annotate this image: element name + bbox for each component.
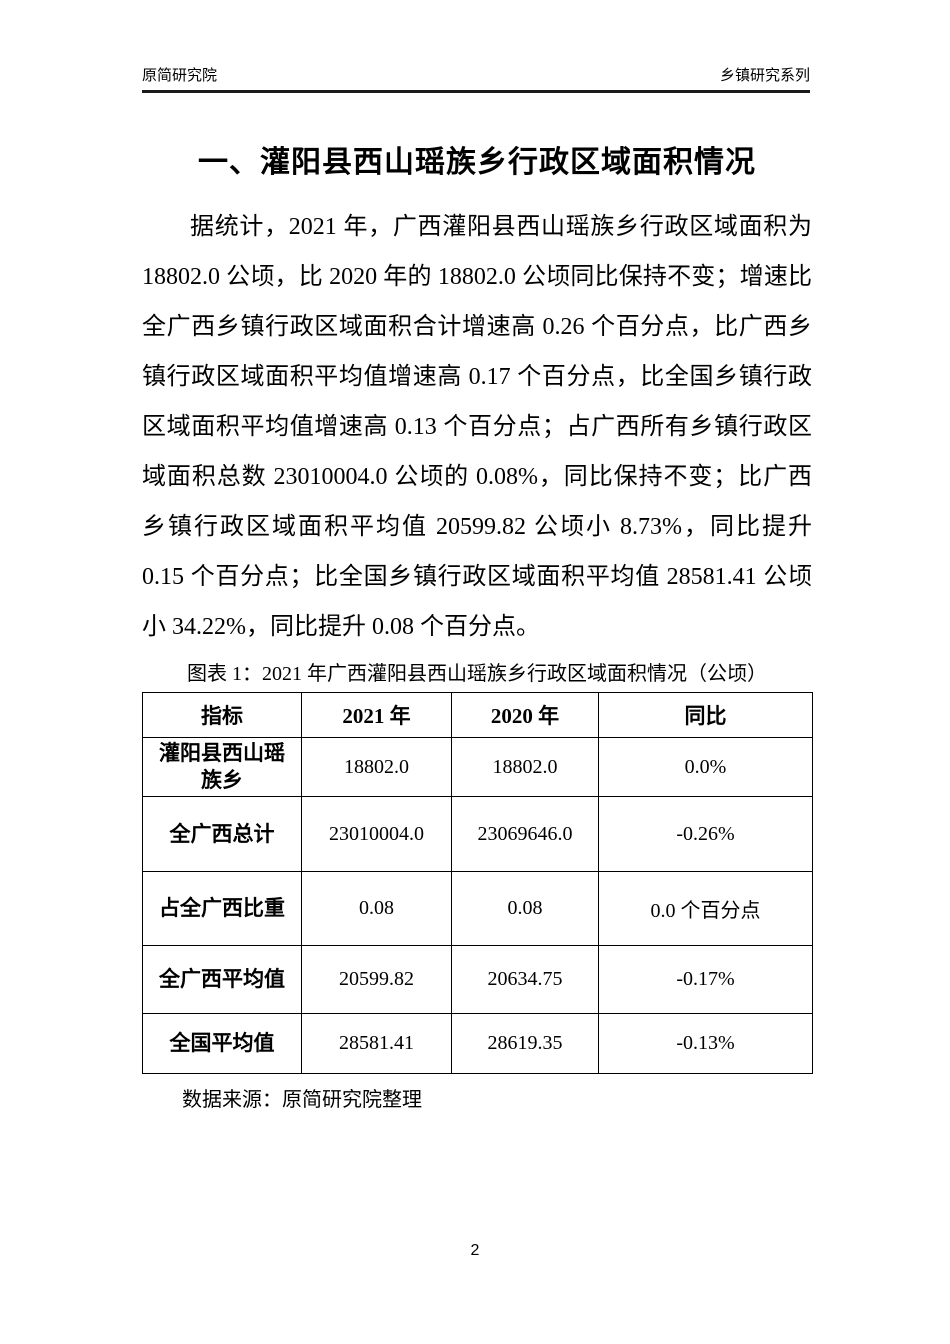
row-label: 全国平均值 (142, 1013, 302, 1074)
value-2020: 28619.35 (451, 1013, 599, 1074)
table-row: 全国平均值 28581.41 28619.35 -0.13% (142, 1013, 813, 1074)
value-2020: 18802.0 (451, 737, 599, 797)
value-yoy: -0.13% (598, 1013, 813, 1074)
value-2020: 20634.75 (451, 945, 599, 1014)
table-header-row: 指标 2021 年 2020 年 同比 (142, 692, 813, 738)
value-2021: 18802.0 (301, 737, 452, 797)
data-source-note: 数据来源：原简研究院整理 (182, 1089, 422, 1111)
value-2020: 0.08 (451, 871, 599, 946)
header-right-text: 乡镇研究系列 (719, 67, 810, 84)
value-yoy: -0.17% (598, 945, 813, 1014)
value-2021: 28581.41 (301, 1013, 452, 1074)
column-header-indicator: 指标 (142, 692, 302, 738)
running-header: 原简研究院 乡镇研究系列 (142, 64, 810, 93)
value-2021: 0.08 (301, 871, 452, 946)
content-column: 一、灌阳县西山瑶族乡行政区域面积情况 据统计，2021 年，广西灌阳县西山瑶族乡… (142, 96, 813, 1112)
table-row: 占全广西比重 0.08 0.08 0.0 个百分点 (142, 871, 813, 946)
row-label: 灌阳县西山瑶族乡 (142, 737, 302, 797)
table-row: 灌阳县西山瑶族乡 18802.0 18802.0 0.0% (142, 737, 813, 797)
column-header-yoy: 同比 (598, 692, 813, 738)
table-row: 全广西总计 23010004.0 23069646.0 -0.26% (142, 796, 813, 872)
body-paragraph: 据统计，2021 年，广西灌阳县西山瑶族乡行政区域面积为 18802.0 公顷，… (142, 214, 812, 640)
row-label: 全广西总计 (142, 796, 302, 872)
row-label: 全广西平均值 (142, 945, 302, 1014)
header-left-text: 原简研究院 (142, 67, 218, 84)
table-caption: 图表 1：2021 年广西灌阳县西山瑶族乡行政区域面积情况（公顷） (187, 663, 767, 685)
value-yoy: 0.0% (598, 737, 813, 797)
value-2020: 23069646.0 (451, 796, 599, 872)
column-header-2021: 2021 年 (301, 692, 452, 738)
section-title: 一、灌阳县西山瑶族乡行政区域面积情况 (198, 146, 756, 179)
row-label: 占全广西比重 (142, 871, 302, 946)
column-header-2020: 2020 年 (451, 692, 599, 738)
page-number: 2 (470, 1242, 480, 1259)
table-row: 全广西平均值 20599.82 20634.75 -0.17% (142, 945, 813, 1014)
statistics-table: 指标 2021 年 2020 年 同比 灌阳县西山瑶族乡 18802.0 188… (142, 692, 813, 1074)
value-yoy: 0.0 个百分点 (598, 871, 813, 946)
value-2021: 20599.82 (301, 945, 452, 1014)
value-2021: 23010004.0 (301, 796, 452, 872)
value-yoy: -0.26% (598, 796, 813, 872)
